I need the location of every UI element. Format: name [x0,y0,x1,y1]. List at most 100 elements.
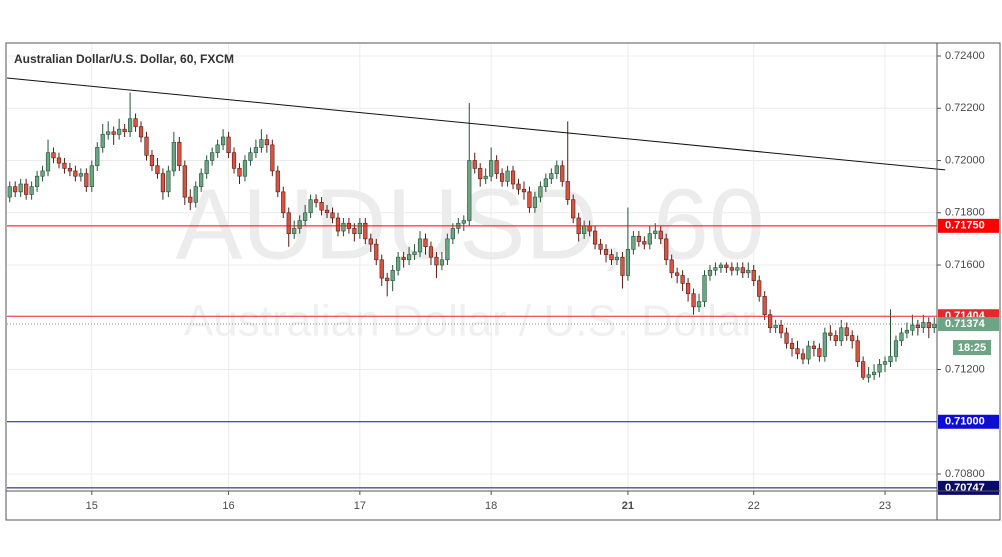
candle-body [275,170,280,193]
candle-body [631,235,636,250]
last-price-label: 0.71374 [945,318,986,330]
candle-body [95,147,100,167]
chart-title: Australian Dollar/U.S. Dollar, 60, FXCM [14,52,234,66]
candle-body [614,256,620,261]
plot [6,77,946,489]
candle-body [532,196,538,208]
candle-body [499,173,505,182]
candle-body [138,126,144,138]
candle-body [117,128,122,135]
level-label: 0.70747 [945,482,985,494]
candle-body [871,371,877,376]
candle-body [73,170,78,177]
candle-body [800,353,806,360]
candle-body [762,296,767,315]
candle-body [439,259,445,266]
candle-body [620,256,625,276]
candle-body [718,264,724,268]
candle-body [560,165,565,182]
candle-body [177,141,182,167]
candle-body [341,222,346,232]
candle-body [379,259,384,279]
candle-body [592,230,598,245]
candle-body [270,144,275,172]
x-tick-label: 22 [748,500,760,512]
candle-body [850,335,855,342]
candle-body [56,157,62,164]
candle-body [264,139,269,146]
candle-body [467,160,472,221]
candle-body [357,222,362,234]
candle-body [412,251,417,255]
candle-body [478,168,483,180]
level-label-box [938,414,999,429]
candle-body [653,230,658,234]
candle-body [483,175,488,180]
candle-body [231,152,237,169]
candle-body [729,267,734,271]
candle-body [505,170,510,182]
candle-body [368,238,373,245]
candle-body [822,332,827,357]
candle-body [89,165,94,187]
candle-body [768,314,773,329]
candle-body [707,269,713,276]
candle-body [406,254,412,261]
candle-body [319,202,324,211]
candle-body [18,183,23,193]
candle-body [778,324,784,334]
candle-body [740,267,745,274]
candle-body [565,181,570,201]
candle-body [259,139,264,148]
candle-body [713,267,718,271]
candle-body [932,323,937,329]
candle-body [51,152,56,159]
candle-body [685,283,691,295]
candle-body [199,173,204,187]
y-tick-label: 0.72200 [945,102,985,114]
candle-body [839,327,844,342]
candle-body [806,345,811,360]
candle-body [746,269,751,274]
candle-body [171,141,176,172]
candle-body [40,170,45,177]
candle-body [237,168,242,177]
timer-label: 18:25 [958,342,986,354]
candle-body [210,152,215,161]
candle-body [877,363,882,373]
candle-body [926,322,931,329]
candle-body [253,147,259,153]
candle-body [904,330,910,334]
candle-body [691,293,696,308]
candle-body [160,173,166,193]
candle-body [664,238,669,261]
candle-body [543,178,548,187]
y-tick-label: 0.72400 [945,50,985,62]
x-tick-label: 21 [622,500,634,512]
level-label-box [938,218,999,233]
candle-body [735,267,740,271]
candle-body [833,335,838,342]
candle-body [582,225,587,234]
candle-body [423,238,428,248]
candle-body [724,264,729,268]
candle-body [828,332,833,336]
candle-body [921,322,926,329]
candle-body [521,188,527,193]
candle-body [204,160,209,174]
candle-body [155,165,160,174]
candle-body [111,131,116,135]
candle-body [910,324,915,331]
candle-body [461,220,466,224]
candle-body [313,199,319,203]
candle-body [696,301,702,308]
candle-body [489,160,494,177]
candle-body [13,186,18,193]
candle-body [751,269,756,281]
candle-body [226,136,231,153]
x-tick-label: 23 [879,500,891,512]
candle-body [385,277,390,281]
candle-body [675,272,680,276]
